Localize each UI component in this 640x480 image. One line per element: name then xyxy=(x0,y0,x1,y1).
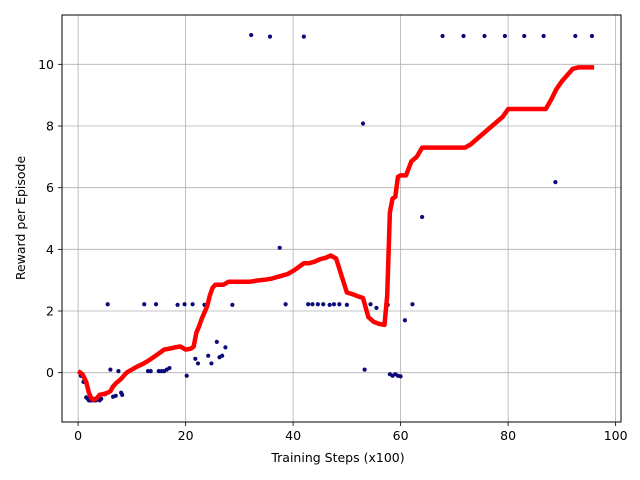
reward-point xyxy=(541,33,546,39)
reward-point xyxy=(249,32,254,38)
reward-point xyxy=(175,302,180,307)
reward-point xyxy=(223,345,228,350)
reward-point xyxy=(589,33,595,39)
reward-point xyxy=(440,33,445,39)
x-tick-label: 100 xyxy=(604,428,628,443)
reward-point xyxy=(277,245,282,250)
reward-point xyxy=(573,33,578,39)
reward-point xyxy=(321,302,326,307)
reward-point xyxy=(184,373,189,378)
reward-point xyxy=(420,214,425,220)
x-axis-label: Training Steps (x100) xyxy=(270,450,404,465)
reward-point xyxy=(167,365,172,371)
reward-point xyxy=(108,367,113,372)
reward-point xyxy=(148,369,153,374)
y-tick-label: 8 xyxy=(46,119,54,134)
y-tick-label: 6 xyxy=(46,180,54,195)
x-tick-label: 20 xyxy=(178,428,194,443)
reward-point xyxy=(153,302,159,307)
reward-point xyxy=(360,121,366,126)
reward-point xyxy=(206,353,211,358)
reward-point xyxy=(283,302,288,307)
reward-point xyxy=(482,33,487,39)
reward-point xyxy=(182,302,187,307)
y-axis-label: Reward per Episode xyxy=(13,156,28,281)
plot-frame xyxy=(61,14,622,423)
reward-point xyxy=(362,367,367,372)
y-tick-label: 10 xyxy=(38,57,54,72)
reward-point xyxy=(220,353,225,358)
reward-point xyxy=(306,302,311,307)
reward-point xyxy=(120,392,125,397)
reward-point xyxy=(99,396,104,401)
y-tick-label: 2 xyxy=(46,304,54,319)
reward-points xyxy=(78,32,595,403)
reward-point xyxy=(113,393,118,398)
y-tick-label: 0 xyxy=(46,365,54,380)
reward-point xyxy=(553,180,558,185)
smoothed-reward-line xyxy=(76,65,595,403)
reward-point xyxy=(195,361,201,366)
reward-point xyxy=(522,33,527,39)
x-tick-label: 40 xyxy=(285,428,301,443)
reward-point xyxy=(337,302,342,307)
reward-point xyxy=(214,339,219,344)
reward-point xyxy=(310,302,315,307)
reward-point xyxy=(402,318,408,323)
x-axis-ticks: 0 20 40 60 80 100 xyxy=(74,422,628,443)
grid-lines xyxy=(62,15,621,422)
reward-point xyxy=(209,361,214,366)
reward-point xyxy=(398,374,403,379)
reward-point xyxy=(502,33,507,39)
reward-point xyxy=(142,302,147,307)
x-tick-label: 80 xyxy=(500,428,516,443)
y-tick-label: 4 xyxy=(46,242,54,257)
reward-point xyxy=(116,369,121,374)
reward-point xyxy=(461,33,466,39)
reward-point xyxy=(193,356,198,361)
reward-point xyxy=(331,302,337,307)
reward-point xyxy=(267,34,273,39)
x-tick-label: 60 xyxy=(393,428,409,443)
reward-point xyxy=(190,302,195,307)
smoothed-reward-line-group xyxy=(76,65,595,403)
reward-point xyxy=(301,34,306,39)
reward-point xyxy=(374,305,379,311)
x-tick-label: 0 xyxy=(74,428,82,443)
reward-point xyxy=(230,302,235,307)
reward-point xyxy=(410,302,415,307)
reward-point xyxy=(368,302,373,307)
y-axis-ticks: 0 2 4 6 8 10 xyxy=(38,57,62,380)
reward-point xyxy=(344,302,349,307)
reward-point xyxy=(327,302,332,307)
reward-point xyxy=(315,302,320,307)
reward-point xyxy=(105,302,110,307)
